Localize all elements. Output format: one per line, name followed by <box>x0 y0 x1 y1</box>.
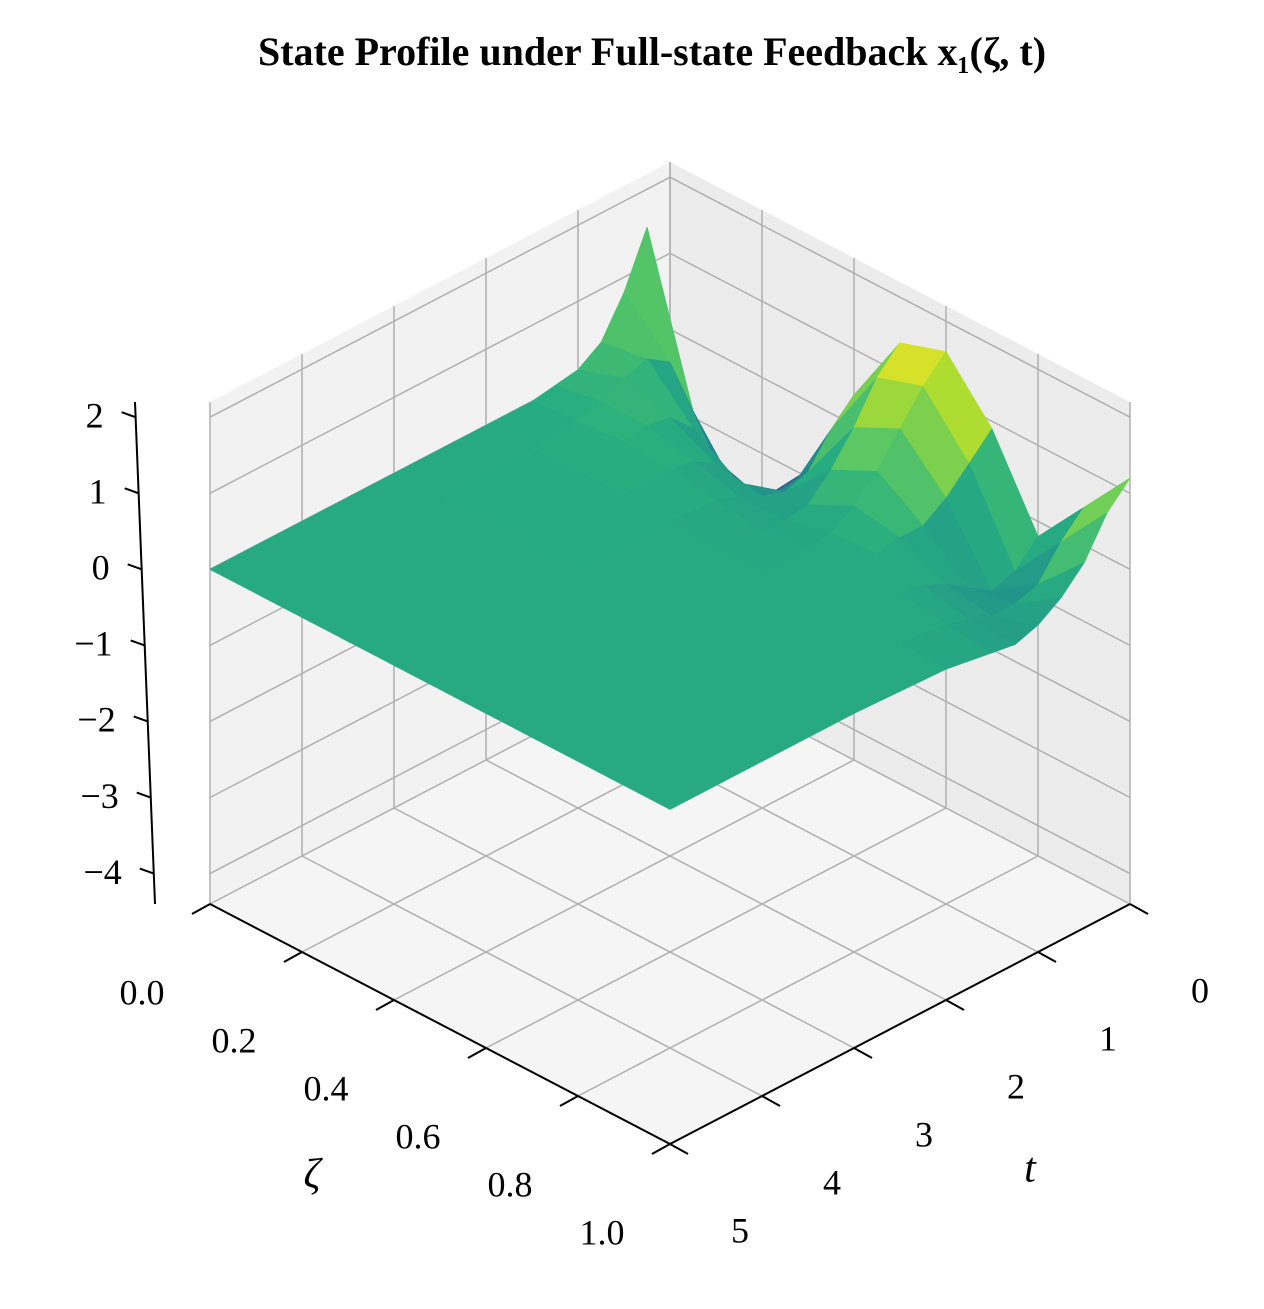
z-tick-label: 0 <box>92 548 110 588</box>
grid-line <box>393 807 855 1049</box>
tick-mark <box>669 1143 689 1155</box>
y-tick-label: 3 <box>915 1114 933 1154</box>
axis-line <box>134 401 156 905</box>
chart-title: State Profile under Full-state Feedback … <box>258 29 1046 74</box>
tick-mark <box>651 1143 671 1155</box>
y-axis-title: t <box>1024 1146 1037 1192</box>
grid-line <box>485 807 947 1049</box>
tick-mark <box>1129 903 1149 915</box>
tick-mark <box>133 715 149 723</box>
grid-line <box>393 759 855 1001</box>
y-tick-label: 1 <box>1099 1018 1117 1058</box>
x-tick-label: 0.2 <box>212 1020 257 1060</box>
z-tick-label: −2 <box>77 700 115 740</box>
tick-mark <box>1037 951 1057 963</box>
y-tick-label: 2 <box>1007 1066 1025 1106</box>
x-tick-label: 0.8 <box>488 1164 533 1204</box>
y-tick-label: 4 <box>823 1162 841 1202</box>
tick-mark <box>853 1047 873 1059</box>
z-tick-label: 2 <box>86 395 104 435</box>
tick-mark <box>467 1047 487 1059</box>
tick-mark <box>121 411 136 419</box>
x-tick-label: 0.6 <box>396 1116 441 1156</box>
tick-mark <box>945 999 965 1011</box>
grid-line <box>485 759 947 1001</box>
z-tick-label: −3 <box>80 776 118 816</box>
tick-mark <box>124 487 139 495</box>
tick-mark <box>136 791 152 799</box>
grid-line <box>577 855 1039 1097</box>
grid-line <box>301 855 763 1097</box>
surface-cell <box>623 736 763 810</box>
x-tick-label: 0.0 <box>120 972 165 1012</box>
grid-line <box>209 176 671 418</box>
z-tick-label: −4 <box>83 852 121 892</box>
z-tick-label: 1 <box>89 472 107 512</box>
grid-line <box>669 176 1131 418</box>
axis-line <box>209 903 671 1145</box>
tick-mark <box>283 951 303 963</box>
tick-mark <box>130 639 146 647</box>
axis-line <box>669 903 1131 1145</box>
tick-mark <box>761 1095 781 1107</box>
x-tick-label: 1.0 <box>580 1212 625 1252</box>
tick-mark <box>127 563 143 571</box>
tick-mark <box>559 1095 579 1107</box>
y-tick-label: 0 <box>1191 970 1209 1010</box>
tick-mark <box>375 999 395 1011</box>
y-tick-label: 5 <box>731 1210 749 1250</box>
tick-mark <box>191 903 211 915</box>
x-tick-label: 0.4 <box>304 1068 349 1108</box>
grid-line <box>209 252 671 494</box>
z-tick-label: −1 <box>74 624 112 664</box>
x-axis-title: ζ <box>303 1152 323 1198</box>
tick-mark <box>139 867 155 875</box>
